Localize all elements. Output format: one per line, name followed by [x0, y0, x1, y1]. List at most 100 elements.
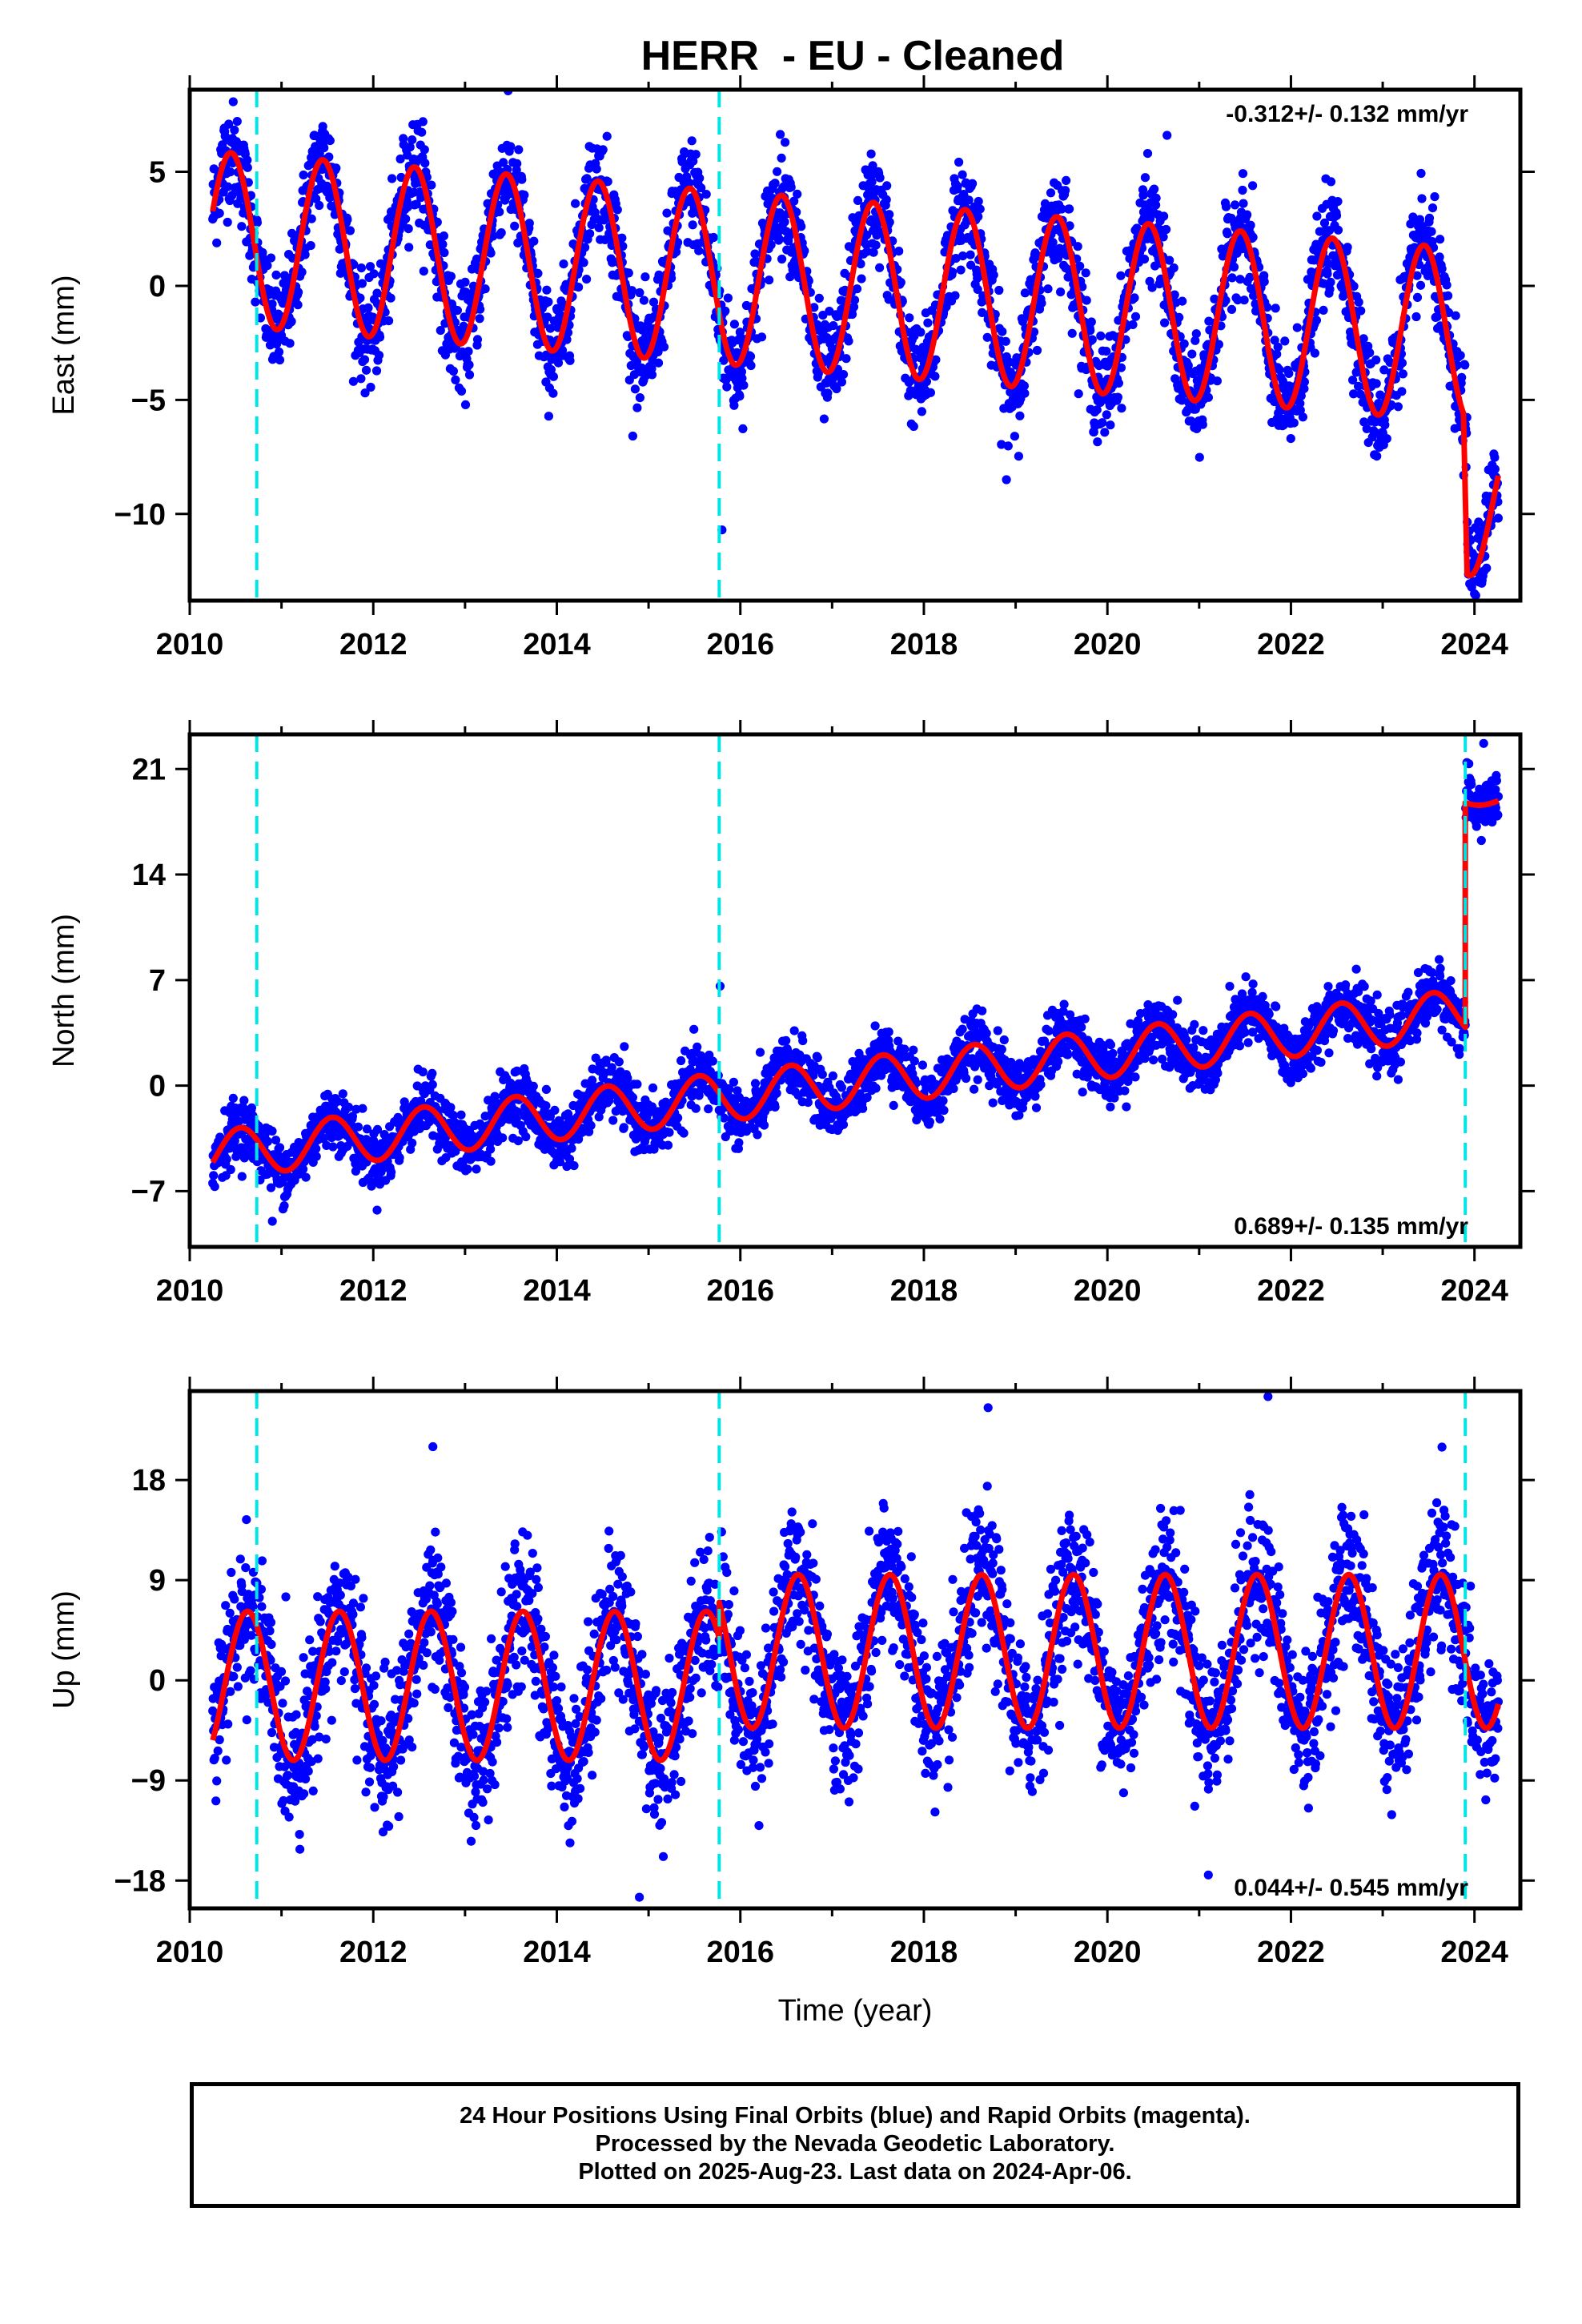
data-point [456, 386, 467, 396]
data-point [1229, 262, 1239, 271]
data-point [1275, 365, 1284, 375]
data-point [1162, 131, 1172, 140]
data-point [495, 207, 504, 217]
data-point [1081, 268, 1090, 278]
data-point [486, 1144, 496, 1154]
data-point [793, 189, 802, 199]
data-point [223, 182, 233, 191]
data-point [404, 243, 414, 252]
data-point [1158, 232, 1168, 242]
data-point [267, 1126, 277, 1136]
data-point [1057, 204, 1066, 214]
data-point [662, 208, 672, 218]
data-point [739, 380, 749, 390]
data-point [1142, 149, 1153, 159]
data-point [1412, 271, 1422, 280]
data-point [1243, 210, 1252, 219]
data-point [513, 1136, 523, 1146]
data-point [582, 275, 592, 284]
data-point [1319, 218, 1330, 227]
data-point [849, 302, 859, 312]
data-point [1273, 342, 1283, 352]
data-point [1239, 199, 1248, 208]
data-point [648, 297, 659, 307]
data-point [562, 335, 572, 344]
data-point [311, 194, 321, 203]
data-point [353, 1122, 363, 1132]
data-point [274, 347, 284, 357]
data-point [1062, 175, 1071, 185]
data-point [693, 1042, 702, 1051]
data-point [974, 211, 983, 222]
data-point [357, 279, 367, 288]
data-point [372, 1124, 383, 1134]
data-point [1140, 173, 1150, 183]
data-point [582, 174, 592, 183]
data-point [869, 247, 878, 257]
data-point [635, 287, 644, 298]
data-point [1162, 224, 1171, 235]
data-point [1210, 294, 1219, 304]
data-point [451, 375, 460, 384]
data-point [958, 170, 967, 179]
data-point [1100, 428, 1110, 437]
x-tick-label: 2020 [1074, 628, 1142, 661]
y-tick-label: 5 [149, 156, 166, 190]
data-point [733, 1086, 742, 1096]
data-point [405, 143, 415, 152]
data-point [1102, 410, 1111, 420]
data-point [1195, 452, 1204, 462]
data-point [1359, 334, 1368, 344]
data-point [679, 1128, 689, 1138]
data-point [418, 1068, 428, 1077]
data-point [243, 155, 252, 165]
data-point [1102, 347, 1111, 356]
data-point [1130, 293, 1139, 303]
data-point [1354, 381, 1363, 391]
data-point [1371, 379, 1381, 388]
data-point [966, 250, 975, 259]
data-point [632, 403, 642, 412]
data-point [653, 358, 664, 368]
data-point [708, 1056, 717, 1066]
data-point [215, 208, 224, 218]
data-point [909, 421, 918, 432]
data-point [871, 240, 881, 250]
data-point [1065, 221, 1074, 231]
data-point [1061, 186, 1070, 195]
data-point [226, 1164, 235, 1175]
data-point [1270, 336, 1279, 345]
data-point [689, 1055, 698, 1065]
data-point [571, 199, 580, 208]
data-point [1032, 345, 1042, 356]
data-point [574, 283, 584, 292]
data-point [694, 1091, 704, 1100]
data-point [396, 154, 405, 164]
data-point [1238, 185, 1247, 195]
data-point [866, 149, 876, 159]
data-point [371, 366, 382, 376]
data-point [372, 1205, 382, 1215]
data-point [1170, 290, 1179, 300]
data-point [1128, 320, 1138, 329]
data-point [550, 1105, 560, 1115]
y-axis-label: East (mm) [47, 275, 81, 415]
data-point [862, 230, 872, 240]
data-point [564, 1154, 575, 1164]
x-tick-label: 2024 [1440, 628, 1508, 661]
data-point [1203, 392, 1213, 402]
data-point [403, 202, 412, 212]
data-point [1138, 191, 1148, 200]
data-point [1221, 202, 1231, 211]
data-point [603, 177, 612, 187]
data-point [628, 431, 638, 441]
data-point [239, 1096, 249, 1105]
data-point [1296, 391, 1306, 400]
data-point [926, 388, 935, 397]
data-point [800, 246, 809, 255]
data-point [1235, 275, 1245, 284]
data-point [209, 1171, 219, 1180]
data-point [1010, 432, 1019, 441]
data-point [362, 1124, 372, 1134]
data-point [975, 204, 985, 214]
